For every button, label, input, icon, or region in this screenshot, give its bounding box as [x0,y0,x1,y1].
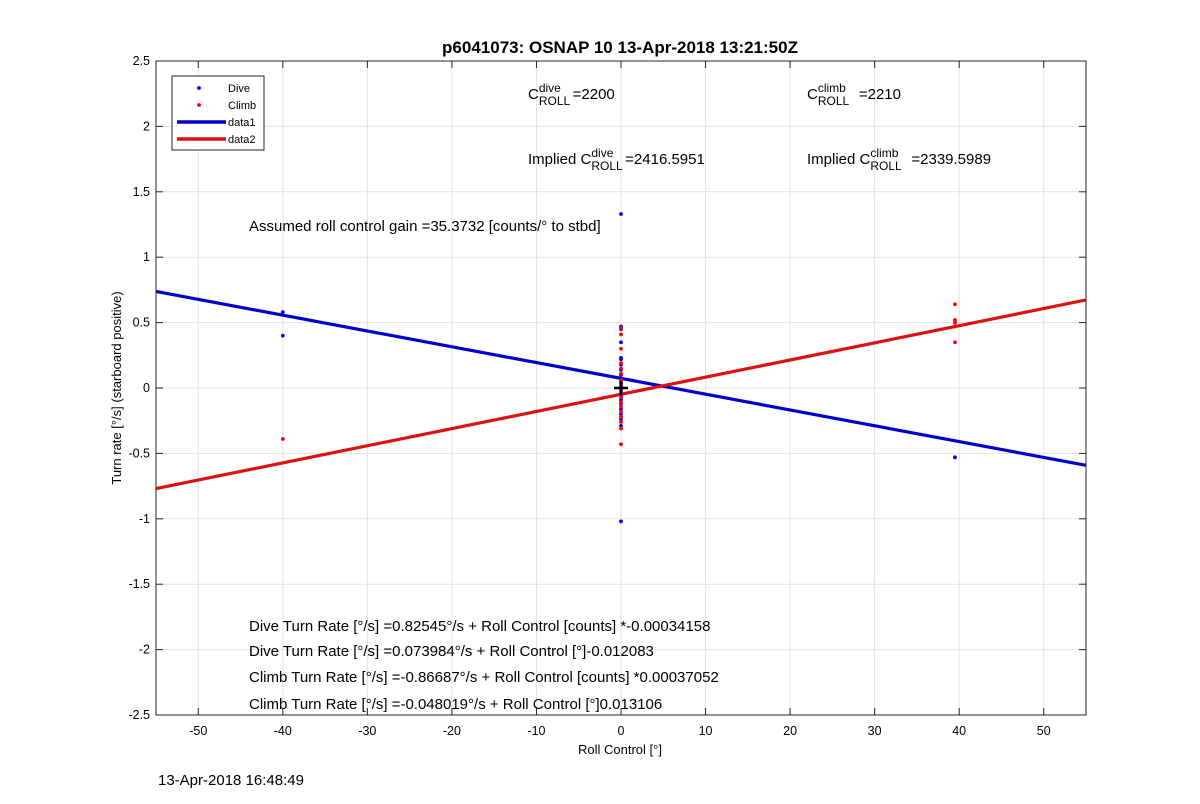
point-climb [953,324,957,329]
point-climb [953,340,957,345]
implied-c-roll-dive: Implied C [528,151,592,168]
point-dive [619,412,623,417]
point-climb [619,371,623,376]
c-roll-dive-value: =2200 [573,86,615,103]
y-tick-label: -1.5 [128,577,150,591]
chart-title: p6041073: OSNAP 10 13-Apr-2018 13:21:50Z [442,38,798,57]
point-climb [953,318,957,322]
point-dive [619,340,623,345]
y-tick-label: 2 [143,119,150,133]
y-tick-label: -2 [139,643,150,657]
point-climb [953,320,957,325]
equation-dive-degrees: Dive Turn Rate [°/s] =0.073984°/s + Roll… [249,643,654,660]
point-dive [619,357,623,362]
legend-label: Dive [228,83,250,95]
implied-c-roll-climb: Implied C [807,151,871,168]
implied-c-roll-dive-value: =2416.5951 [625,151,705,168]
point-climb [619,400,623,405]
c-roll-climb: C [807,86,818,103]
point-climb [619,404,623,409]
tick-labels: -50 -40 -30 -20 -10 0 10 20 30 40 50-2.5-2-1.5-1-0… [128,54,1050,738]
x-tick-label: -20 [443,724,461,738]
point-dive [619,417,623,422]
x-tick-label: 0 [618,724,625,738]
legend-label: data1 [228,117,256,129]
point-dive [619,212,623,216]
print-timestamp: 13-Apr-2018 16:48:49 [158,772,304,789]
implied-c-roll-climb-sup: climb [870,146,898,160]
y-tick-label: 1.5 [133,185,150,199]
y-tick-label: 1 [143,250,150,264]
legend-label: Climb [228,100,256,112]
y-tick-label: 0 [143,381,150,395]
legend-dot-dive [197,86,201,90]
point-dive [280,333,285,338]
point-climb [619,361,623,366]
axes [155,60,1087,716]
point-climb [619,325,623,330]
c-roll-dive: C [528,86,539,103]
x-tick-label: 20 [783,724,797,738]
point-climb [619,395,623,400]
legend-label: data2 [228,134,256,146]
point-climb [619,420,623,424]
equation-climb-counts: Climb Turn Rate [°/s] =-0.86687°/s + Rol… [249,669,719,686]
point-dive [619,407,623,411]
c-roll-climb-value: =2210 [859,86,901,103]
x-tick-label: 10 [699,724,713,738]
implied-c-roll-dive-sub: ROLL [591,159,623,173]
y-tick-label: 0.5 [133,316,150,330]
y-tick-label: -2.5 [128,708,150,722]
x-tick-label: -30 [358,724,376,738]
equation-dive-counts: Dive Turn Rate [°/s] =0.82545°/s + Roll … [249,618,710,635]
x-axis-label: Roll Control [°] [578,742,662,757]
point-climb [619,426,623,431]
point-climb [619,366,623,371]
point-dive [280,310,285,315]
c-roll-climb-sub: ROLL [818,94,850,108]
implied-c-roll-dive-sup: dive [591,146,613,160]
x-tick-label: -10 [527,724,545,738]
c-roll-climb-sup: climb [818,81,846,95]
point-dive [953,455,957,460]
origin-marker [614,381,628,395]
x-tick-label: -50 [189,724,207,738]
point-climb [280,437,285,441]
point-climb [619,332,623,337]
x-tick-label: -40 [274,724,292,738]
implied-c-roll-climb-sub: ROLL [870,159,902,173]
point-climb [619,414,623,419]
point-dive [619,424,623,428]
c-roll-dive-sup: dive [539,81,561,95]
scatter-points [280,212,957,524]
point-dive [619,397,623,402]
equation-climb-degrees: Climb Turn Rate [°/s] =-0.048019°/s + Ro… [249,696,662,713]
point-dive [619,519,623,524]
implied-c-roll-climb-value: =2339.5989 [911,151,991,168]
x-tick-label: 30 [868,724,882,738]
y-axis-label: Turn rate [°/s] (starboard positive) [109,291,124,484]
c-roll-dive-sub: ROLL [539,94,571,108]
legend: Dive Climb data1 data2 [171,75,265,151]
point-climb [953,302,957,307]
x-tick-label: 50 [1037,724,1051,738]
y-tick-label: -0.5 [128,446,150,460]
legend-dot-climb [197,103,201,107]
point-climb [619,442,623,447]
y-tick-label: -1 [139,512,150,526]
point-climb [619,346,623,351]
point-climb [619,409,623,414]
y-tick-label: 2.5 [133,54,150,68]
roll-gain-text: Assumed roll control gain =35.3732 [coun… [249,218,601,235]
x-tick-label: 40 [952,724,966,738]
